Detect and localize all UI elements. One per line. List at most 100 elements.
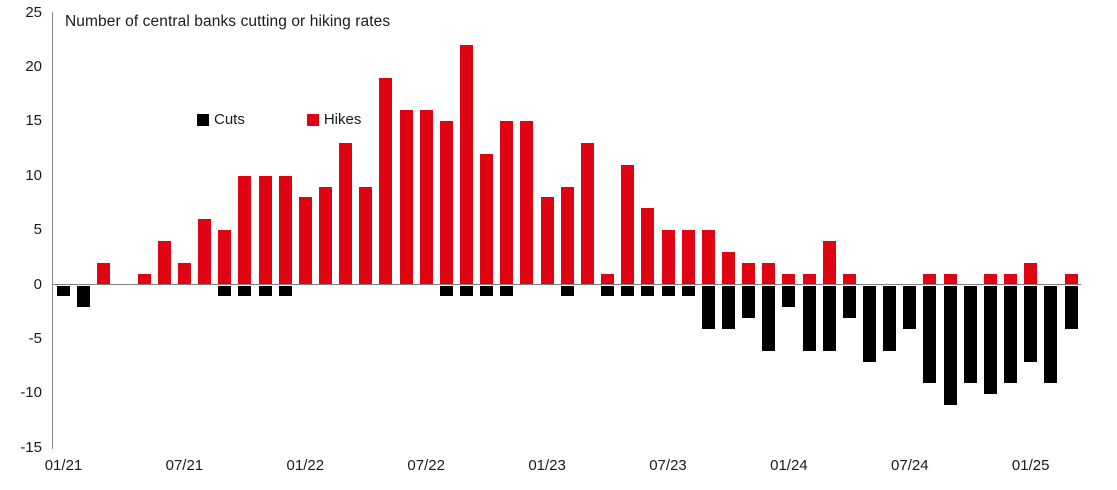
hike-bar-10/21 <box>238 175 252 285</box>
cut-bar-10/22 <box>480 285 494 297</box>
cut-bar-09/24 <box>943 285 957 406</box>
hike-bar-03/25 <box>1064 273 1078 285</box>
cut-bar-01/24 <box>782 285 796 308</box>
legend-cuts-label: Cuts <box>214 111 245 128</box>
cut-bar-11/23 <box>742 285 756 319</box>
legend: Cuts Hikes <box>197 112 361 128</box>
y-tick-label: 15 <box>25 112 42 130</box>
hike-bar-06/23 <box>641 208 655 285</box>
hike-bar-01/22 <box>298 197 312 285</box>
hike-bar-05/22 <box>379 77 393 285</box>
hike-bar-11/22 <box>500 121 514 285</box>
cut-bar-02/23 <box>560 285 574 297</box>
x-tick-label: 01/22 <box>286 457 325 474</box>
y-tick-label: 25 <box>25 3 42 21</box>
hike-bar-11/21 <box>258 175 272 285</box>
chart-title: Number of central banks cutting or hikin… <box>65 13 391 30</box>
hike-bar-09/23 <box>701 230 715 285</box>
cut-bar-03/25 <box>1064 285 1078 330</box>
x-tick-label: 01/23 <box>528 457 566 474</box>
hike-bar-04/22 <box>359 186 373 285</box>
hike-bar-04/24 <box>842 273 856 285</box>
legend-item-cuts: Cuts <box>197 112 245 128</box>
hike-bar-10/22 <box>480 153 494 285</box>
hike-bar-02/24 <box>802 273 816 285</box>
y-tick-label: 5 <box>33 221 42 239</box>
zero-baseline <box>52 284 1081 285</box>
cut-bar-04/24 <box>842 285 856 319</box>
hike-bar-06/22 <box>399 110 413 285</box>
cut-bar-12/21 <box>278 285 292 297</box>
hike-bar-01/25 <box>1024 262 1038 285</box>
cut-bar-08/24 <box>923 285 937 384</box>
hike-bar-09/21 <box>218 230 232 285</box>
cut-bar-11/22 <box>500 285 514 297</box>
hike-bar-12/21 <box>278 175 292 285</box>
cut-bar-08/23 <box>681 285 695 297</box>
y-tick-label: 0 <box>33 275 42 293</box>
cut-bar-07/24 <box>903 285 917 330</box>
cut-bar-05/24 <box>863 285 876 362</box>
x-tick-label: 07/22 <box>407 457 445 474</box>
hike-bar-12/23 <box>762 262 776 285</box>
hike-bar-04/23 <box>601 273 615 285</box>
y-tick-label: 20 <box>25 57 42 75</box>
hike-bar-12/22 <box>520 121 534 285</box>
cut-bar-02/25 <box>1044 285 1058 384</box>
x-tick-label: 01/25 <box>1011 457 1050 474</box>
hike-bar-07/21 <box>177 262 191 285</box>
cut-bar-01/25 <box>1024 285 1038 362</box>
cut-bar-06/23 <box>641 285 655 297</box>
legend-item-hikes: Hikes <box>306 111 362 128</box>
hike-bar-06/21 <box>157 240 171 285</box>
cut-bar-01/21 <box>57 285 70 297</box>
y-tick-label: -15 <box>20 438 42 456</box>
y-tick-label: 10 <box>25 166 42 184</box>
cut-bar-10/24 <box>963 285 977 384</box>
x-tick-label: 07/21 <box>165 457 204 474</box>
hike-bar-03/22 <box>339 143 353 285</box>
hike-bar-11/23 <box>742 262 756 285</box>
cut-bar-02/21 <box>77 285 91 308</box>
hike-bar-03/23 <box>580 143 594 285</box>
y-tick-label: -10 <box>20 384 42 402</box>
cut-bar-12/23 <box>762 285 776 351</box>
hike-bar-03/24 <box>822 240 836 285</box>
cut-bar-09/21 <box>218 285 232 297</box>
hike-bar-08/21 <box>198 219 212 285</box>
hike-bar-01/23 <box>540 197 554 285</box>
hike-bar-03/21 <box>97 262 111 285</box>
cut-bar-03/24 <box>822 285 836 351</box>
cut-bar-06/24 <box>883 285 897 351</box>
hike-bar-07/23 <box>661 230 675 285</box>
legend-hikes-label: Hikes <box>323 111 362 128</box>
cut-bar-08/22 <box>439 285 453 297</box>
x-tick-label: 01/21 <box>44 457 83 474</box>
cut-bar-11/21 <box>258 285 272 297</box>
cut-bar-10/23 <box>721 285 735 330</box>
cut-bar-09/23 <box>701 285 715 330</box>
hike-bar-05/23 <box>621 164 635 285</box>
hike-bar-10/23 <box>721 251 735 285</box>
hike-bar-08/24 <box>923 273 937 285</box>
hike-bar-07/22 <box>419 110 433 285</box>
x-tick-label: 07/24 <box>891 457 929 474</box>
cut-bar-09/22 <box>460 285 473 297</box>
cut-bar-04/23 <box>601 285 615 297</box>
cut-bar-10/21 <box>238 285 252 297</box>
hike-bar-08/23 <box>681 230 695 285</box>
x-tick-label: 07/23 <box>649 457 687 474</box>
hike-bar-01/24 <box>782 273 796 285</box>
y-tick-label: -5 <box>28 329 42 347</box>
cut-bar-07/23 <box>661 285 675 297</box>
hike-bar-08/22 <box>439 121 453 285</box>
hike-bar-05/21 <box>137 273 151 285</box>
x-tick-label: 01/24 <box>770 457 808 474</box>
cut-bar-12/24 <box>1004 285 1018 384</box>
hike-bar-09/24 <box>943 273 957 285</box>
y-axis-line <box>52 12 53 449</box>
hikes-swatch-icon <box>306 114 319 126</box>
hike-bar-02/23 <box>560 186 574 285</box>
cut-bar-05/23 <box>621 285 635 297</box>
